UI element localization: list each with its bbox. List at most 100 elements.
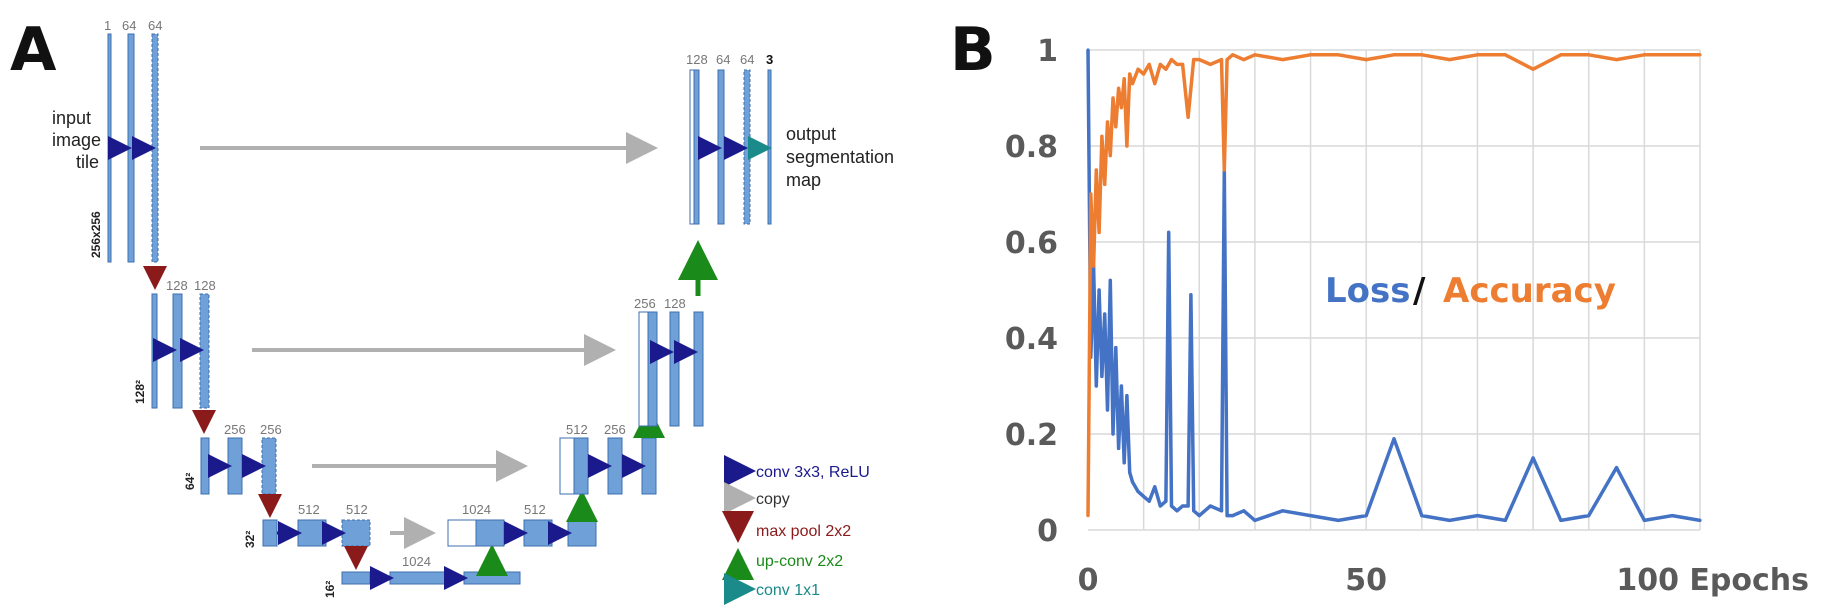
legend-maxpool-label: max pool 2x2 <box>756 523 851 540</box>
panel-a-letter: A <box>10 15 57 85</box>
decoder-level3: 512 256 <box>559 406 665 495</box>
feature-map-dec3-b <box>641 437 657 495</box>
channels-enc2-b: 128 <box>194 278 216 293</box>
feature-map-enc2-b <box>199 293 210 409</box>
encoder-level3: 256 256 <box>200 422 528 518</box>
y-tick-label: 0.4 <box>1005 322 1058 357</box>
data-point-loss <box>1559 518 1563 523</box>
feature-map-enc1-input <box>107 33 112 263</box>
chart-x-axis: 0 50 100 Epochs <box>1078 563 1809 598</box>
data-point-accuracy <box>1094 168 1098 172</box>
data-point-accuracy <box>1105 120 1110 124</box>
overlay-separator: / <box>1413 271 1426 311</box>
data-point-accuracy <box>1108 154 1112 158</box>
data-point-accuracy <box>1503 53 1507 57</box>
encoder-level2: 128 128 <box>151 278 616 434</box>
legend-upconv-label: up-conv 2x2 <box>756 553 843 570</box>
data-point-loss <box>1111 432 1115 436</box>
data-point-loss <box>1128 470 1132 474</box>
feature-map-enc4-b <box>341 519 371 547</box>
data-point-accuracy <box>1670 53 1674 57</box>
data-point-accuracy <box>1475 53 1480 57</box>
data-point-accuracy <box>1114 125 1118 129</box>
legend-conv1x1-label: conv 1x1 <box>756 582 820 599</box>
data-point-loss <box>1225 514 1229 518</box>
data-point-loss <box>1108 278 1112 282</box>
data-point-accuracy <box>1242 58 1246 62</box>
data-point-accuracy <box>1308 53 1313 57</box>
bottleneck: 1024 <box>341 544 521 590</box>
feature-map-dec4-up <box>475 519 505 547</box>
data-point-loss <box>1219 509 1224 513</box>
data-point-accuracy <box>1097 230 1101 234</box>
feature-map-dec2-copy <box>638 311 649 427</box>
data-point-loss <box>1670 514 1674 518</box>
y-tick-label: 0.8 <box>1005 130 1058 165</box>
resolution-level2: 128² <box>133 380 147 404</box>
overlay-loss-label: Loss <box>1325 271 1411 311</box>
data-point-loss <box>1164 499 1168 503</box>
data-point-accuracy <box>1559 53 1563 57</box>
channels-dec2-b: 128 <box>664 296 686 311</box>
data-point-accuracy <box>1089 192 1093 196</box>
data-point-accuracy <box>1208 62 1212 66</box>
data-point-loss <box>1642 518 1646 523</box>
data-point-loss <box>1158 504 1162 508</box>
data-point-accuracy <box>1158 62 1162 66</box>
channels-dec4-b: 512 <box>524 502 546 517</box>
data-point-loss <box>1531 456 1535 460</box>
data-point-loss <box>1587 514 1591 518</box>
data-point-accuracy <box>1231 53 1235 57</box>
input-label: input image tile <box>52 108 101 172</box>
data-point-loss <box>1130 480 1135 484</box>
y-tick-label: 0.6 <box>1005 226 1058 261</box>
data-point-accuracy <box>1100 134 1104 138</box>
data-point-accuracy <box>1225 58 1229 62</box>
feature-map-dec3-copy <box>559 437 575 495</box>
data-point-accuracy <box>1180 62 1185 66</box>
data-point-loss <box>1364 514 1368 518</box>
channels-dec1-out: 3 <box>766 52 773 67</box>
data-point-loss <box>1336 518 1340 523</box>
resolution-level1: 256x256 <box>89 211 103 258</box>
channels-enc1-input: 1 <box>104 18 111 33</box>
data-point-loss <box>1169 504 1174 508</box>
panel-a: A input image tile 256x256 1 64 64 128 1… <box>10 15 894 605</box>
data-point-accuracy <box>1125 144 1129 148</box>
output-label: output segmentation map <box>786 124 894 190</box>
data-point-accuracy <box>1420 53 1424 57</box>
channels-dec4-a: 1024 <box>462 502 491 517</box>
feature-map-enc1-a <box>127 33 135 263</box>
data-point-loss <box>1197 514 1201 518</box>
data-point-loss <box>1448 518 1452 523</box>
data-point-accuracy <box>1111 96 1115 100</box>
data-point-accuracy <box>1175 62 1179 66</box>
panel-b-letter: B <box>950 15 996 85</box>
data-point-loss <box>1192 509 1196 513</box>
data-point-loss <box>1142 494 1146 498</box>
data-point-accuracy <box>1117 86 1121 90</box>
data-point-loss <box>1117 446 1121 450</box>
data-point-loss <box>1167 230 1171 234</box>
data-point-loss <box>1153 485 1157 489</box>
output-label-line1: output <box>786 124 836 144</box>
feature-map-dec3-up <box>573 437 589 495</box>
feature-map-enc2-in <box>151 293 158 409</box>
data-point-accuracy <box>1122 77 1126 81</box>
legend-copy-label: copy <box>756 491 790 508</box>
data-point-loss <box>1308 514 1313 518</box>
chart-series <box>1086 48 1702 523</box>
feature-map-dec1-copy <box>689 69 695 225</box>
channels-dec3-a: 512 <box>566 422 588 437</box>
data-point-loss <box>1147 499 1151 503</box>
data-point-loss <box>1136 490 1140 494</box>
panel-b: B 0 0.2 0.4 0.6 0.8 1 0 50 100 Epochs Loss / Ac… <box>950 15 1809 598</box>
data-point-loss <box>1253 518 1257 523</box>
data-point-loss <box>1114 346 1118 350</box>
data-point-accuracy <box>1192 58 1196 62</box>
data-point-loss <box>1208 504 1212 508</box>
data-point-loss <box>1503 518 1507 523</box>
data-point-loss <box>1103 312 1107 316</box>
feature-map-enc4-in <box>262 519 278 547</box>
